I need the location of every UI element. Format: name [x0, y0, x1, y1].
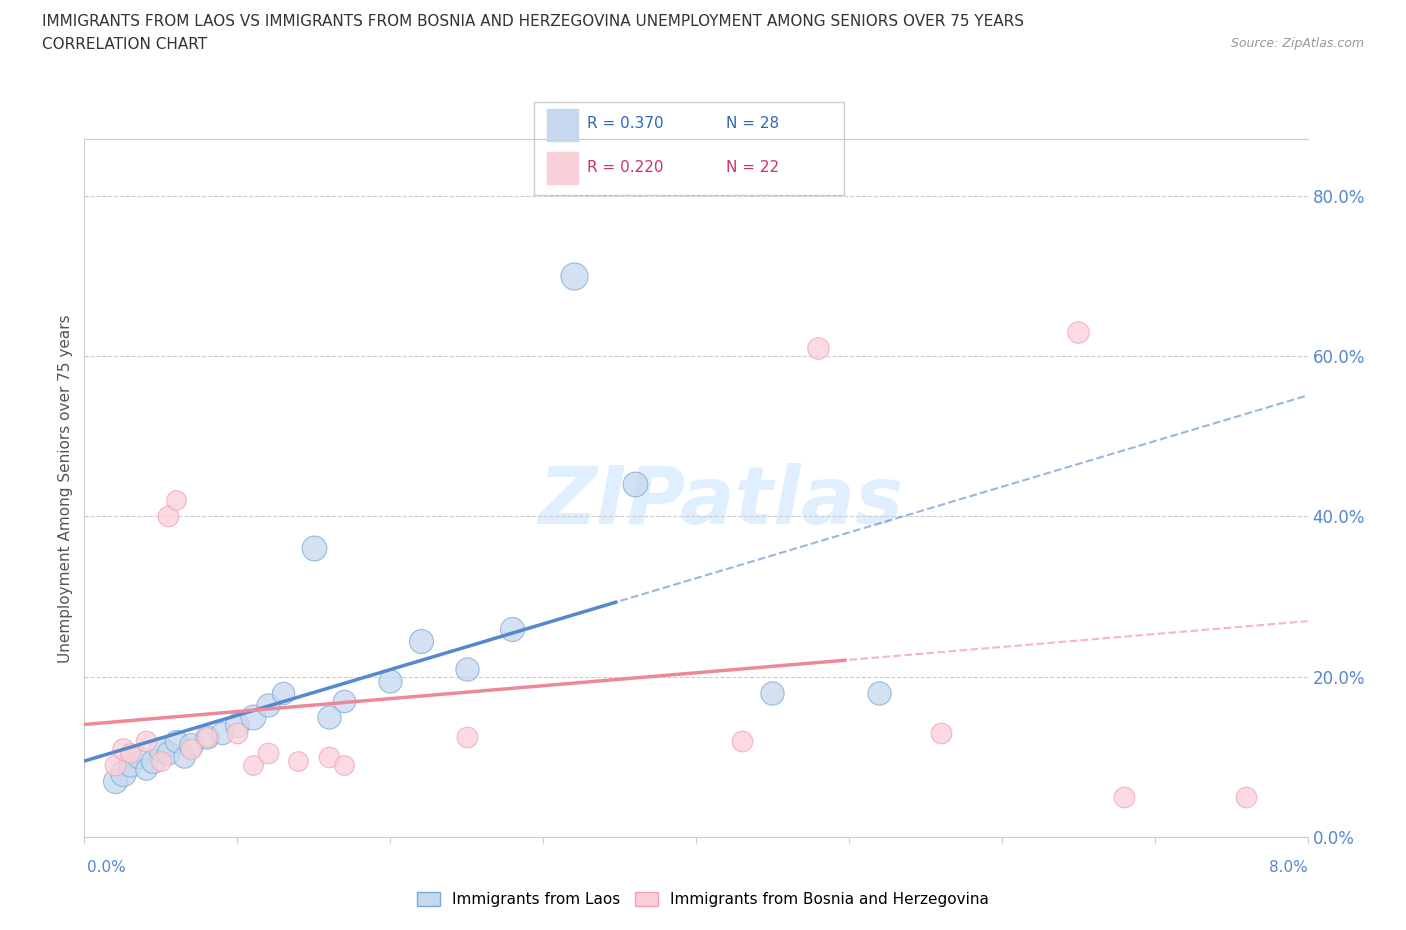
Text: ZIPatlas: ZIPatlas — [538, 463, 903, 541]
Point — [929, 725, 952, 740]
Point — [111, 765, 134, 780]
Point — [409, 633, 432, 648]
Point — [302, 541, 325, 556]
Bar — [547, 109, 578, 141]
Point — [120, 745, 142, 760]
Point — [731, 734, 754, 749]
Point — [127, 750, 149, 764]
Point — [211, 725, 233, 740]
Text: N = 28: N = 28 — [725, 116, 779, 131]
Legend: Immigrants from Laos, Immigrants from Bosnia and Herzegovina: Immigrants from Laos, Immigrants from Bo… — [411, 885, 995, 913]
Text: N = 22: N = 22 — [725, 160, 779, 175]
Text: 0.0%: 0.0% — [87, 860, 127, 875]
Point — [761, 685, 783, 700]
Point — [111, 741, 134, 756]
Point — [120, 757, 142, 772]
Text: IMMIGRANTS FROM LAOS VS IMMIGRANTS FROM BOSNIA AND HERZEGOVINA UNEMPLOYMENT AMON: IMMIGRANTS FROM LAOS VS IMMIGRANTS FROM … — [42, 14, 1024, 29]
Point — [142, 753, 165, 768]
Point — [257, 698, 280, 712]
Point — [135, 734, 157, 749]
Point — [380, 673, 402, 688]
Point — [624, 477, 647, 492]
Point — [456, 661, 478, 676]
Point — [562, 269, 585, 284]
Point — [226, 725, 249, 740]
Point — [271, 685, 294, 700]
Text: R = 0.220: R = 0.220 — [586, 160, 664, 175]
Point — [456, 729, 478, 744]
Text: CORRELATION CHART: CORRELATION CHART — [42, 37, 207, 52]
Point — [333, 757, 356, 772]
Point — [1114, 790, 1136, 804]
Point — [257, 745, 280, 760]
Point — [173, 750, 195, 764]
Point — [165, 734, 187, 749]
Point — [318, 710, 340, 724]
Point — [195, 729, 218, 744]
Point — [157, 745, 180, 760]
Point — [1067, 325, 1090, 339]
Point — [104, 774, 127, 789]
Text: Source: ZipAtlas.com: Source: ZipAtlas.com — [1230, 37, 1364, 50]
Point — [165, 493, 187, 508]
Point — [318, 750, 340, 764]
Point — [180, 741, 202, 756]
Point — [180, 737, 202, 752]
Text: 8.0%: 8.0% — [1268, 860, 1308, 875]
Bar — [547, 152, 578, 184]
Point — [135, 762, 157, 777]
Point — [501, 621, 523, 636]
Point — [149, 741, 172, 756]
Point — [242, 710, 264, 724]
Point — [242, 757, 264, 772]
Point — [807, 340, 830, 355]
Point — [149, 753, 172, 768]
Point — [333, 693, 356, 708]
Point — [1234, 790, 1257, 804]
Text: R = 0.370: R = 0.370 — [586, 116, 664, 131]
Point — [226, 717, 249, 732]
Point — [869, 685, 891, 700]
Point — [195, 729, 218, 744]
Point — [287, 753, 309, 768]
Point — [104, 757, 127, 772]
Y-axis label: Unemployment Among Seniors over 75 years: Unemployment Among Seniors over 75 years — [58, 314, 73, 662]
Point — [157, 509, 180, 524]
